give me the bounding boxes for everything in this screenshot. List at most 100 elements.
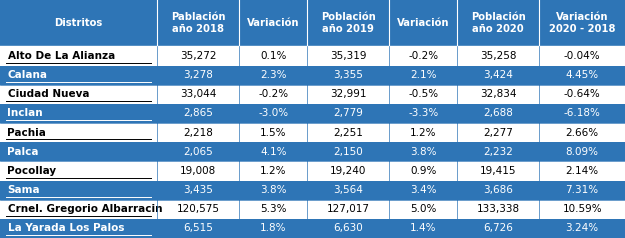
Text: Población
año 2020: Población año 2020: [471, 12, 526, 34]
Text: 7.31%: 7.31%: [566, 185, 599, 195]
Text: Alto De La Alianza: Alto De La Alianza: [8, 51, 115, 61]
FancyBboxPatch shape: [389, 219, 457, 238]
Text: 2.1%: 2.1%: [410, 70, 436, 80]
FancyBboxPatch shape: [539, 104, 625, 123]
Text: 6,515: 6,515: [183, 223, 213, 233]
FancyBboxPatch shape: [457, 66, 539, 85]
Text: Crnel. Gregorio Albarracin: Crnel. Gregorio Albarracin: [8, 204, 162, 214]
Text: 2,150: 2,150: [333, 147, 363, 157]
Text: 5.0%: 5.0%: [410, 204, 436, 214]
FancyBboxPatch shape: [389, 161, 457, 180]
Text: 32,834: 32,834: [480, 89, 516, 99]
FancyBboxPatch shape: [239, 85, 307, 104]
FancyBboxPatch shape: [157, 66, 239, 85]
FancyBboxPatch shape: [389, 85, 457, 104]
FancyBboxPatch shape: [157, 161, 239, 180]
FancyBboxPatch shape: [539, 0, 625, 46]
Text: -0.2%: -0.2%: [408, 51, 438, 61]
Text: -0.5%: -0.5%: [408, 89, 438, 99]
Text: 3,435: 3,435: [183, 185, 213, 195]
FancyBboxPatch shape: [157, 180, 239, 200]
FancyBboxPatch shape: [157, 200, 239, 219]
Text: 0.9%: 0.9%: [410, 166, 436, 176]
FancyBboxPatch shape: [0, 66, 157, 85]
Text: 0.1%: 0.1%: [260, 51, 286, 61]
FancyBboxPatch shape: [457, 200, 539, 219]
Text: 35,258: 35,258: [480, 51, 516, 61]
FancyBboxPatch shape: [389, 0, 457, 46]
Text: 3.8%: 3.8%: [410, 147, 436, 157]
Text: Variación: Variación: [247, 18, 299, 28]
FancyBboxPatch shape: [239, 46, 307, 66]
Text: 1.4%: 1.4%: [410, 223, 436, 233]
Text: 2,277: 2,277: [483, 128, 513, 138]
Text: 2,865: 2,865: [183, 109, 213, 119]
FancyBboxPatch shape: [307, 142, 389, 161]
Text: 1.2%: 1.2%: [260, 166, 286, 176]
Text: -0.04%: -0.04%: [564, 51, 601, 61]
FancyBboxPatch shape: [157, 85, 239, 104]
Text: 3,686: 3,686: [483, 185, 513, 195]
FancyBboxPatch shape: [239, 200, 307, 219]
Text: -0.2%: -0.2%: [258, 89, 288, 99]
Text: 2,251: 2,251: [333, 128, 363, 138]
FancyBboxPatch shape: [389, 123, 457, 142]
FancyBboxPatch shape: [389, 180, 457, 200]
FancyBboxPatch shape: [307, 123, 389, 142]
FancyBboxPatch shape: [457, 219, 539, 238]
FancyBboxPatch shape: [457, 104, 539, 123]
Text: 120,575: 120,575: [177, 204, 220, 214]
FancyBboxPatch shape: [457, 161, 539, 180]
FancyBboxPatch shape: [389, 46, 457, 66]
FancyBboxPatch shape: [0, 85, 157, 104]
FancyBboxPatch shape: [157, 123, 239, 142]
Text: Población
año 2019: Población año 2019: [321, 12, 376, 34]
FancyBboxPatch shape: [0, 161, 157, 180]
FancyBboxPatch shape: [307, 85, 389, 104]
Text: 1.8%: 1.8%: [260, 223, 286, 233]
FancyBboxPatch shape: [157, 0, 239, 46]
Text: 19,240: 19,240: [330, 166, 366, 176]
Text: 2.66%: 2.66%: [566, 128, 599, 138]
Text: Variación: Variación: [397, 18, 449, 28]
Text: 2,232: 2,232: [483, 147, 513, 157]
Text: 3.24%: 3.24%: [566, 223, 599, 233]
FancyBboxPatch shape: [307, 0, 389, 46]
FancyBboxPatch shape: [539, 46, 625, 66]
Text: 2,218: 2,218: [183, 128, 213, 138]
Text: Pablación
año 2018: Pablación año 2018: [171, 12, 226, 34]
Text: 10.59%: 10.59%: [562, 204, 602, 214]
Text: Pocollay: Pocollay: [8, 166, 57, 176]
Text: -0.64%: -0.64%: [564, 89, 601, 99]
Text: 32,991: 32,991: [330, 89, 366, 99]
FancyBboxPatch shape: [457, 142, 539, 161]
Text: Distritos: Distritos: [54, 18, 102, 28]
Text: Pachia: Pachia: [8, 128, 46, 138]
FancyBboxPatch shape: [389, 104, 457, 123]
Text: Ciudad Nueva: Ciudad Nueva: [8, 89, 89, 99]
FancyBboxPatch shape: [389, 200, 457, 219]
Text: 3.4%: 3.4%: [410, 185, 436, 195]
FancyBboxPatch shape: [389, 142, 457, 161]
Text: 35,272: 35,272: [180, 51, 216, 61]
FancyBboxPatch shape: [239, 219, 307, 238]
FancyBboxPatch shape: [457, 123, 539, 142]
Text: 127,017: 127,017: [327, 204, 370, 214]
Text: 19,008: 19,008: [180, 166, 216, 176]
FancyBboxPatch shape: [157, 219, 239, 238]
Text: 4.1%: 4.1%: [260, 147, 286, 157]
FancyBboxPatch shape: [239, 161, 307, 180]
FancyBboxPatch shape: [307, 66, 389, 85]
FancyBboxPatch shape: [239, 142, 307, 161]
Text: Inclan: Inclan: [8, 109, 43, 119]
FancyBboxPatch shape: [539, 180, 625, 200]
Text: 1.5%: 1.5%: [260, 128, 286, 138]
FancyBboxPatch shape: [457, 46, 539, 66]
Text: -3.0%: -3.0%: [258, 109, 288, 119]
FancyBboxPatch shape: [157, 104, 239, 123]
FancyBboxPatch shape: [307, 161, 389, 180]
Text: 3,424: 3,424: [483, 70, 513, 80]
Text: La Yarada Los Palos: La Yarada Los Palos: [8, 223, 124, 233]
Text: -3.3%: -3.3%: [408, 109, 438, 119]
FancyBboxPatch shape: [539, 200, 625, 219]
